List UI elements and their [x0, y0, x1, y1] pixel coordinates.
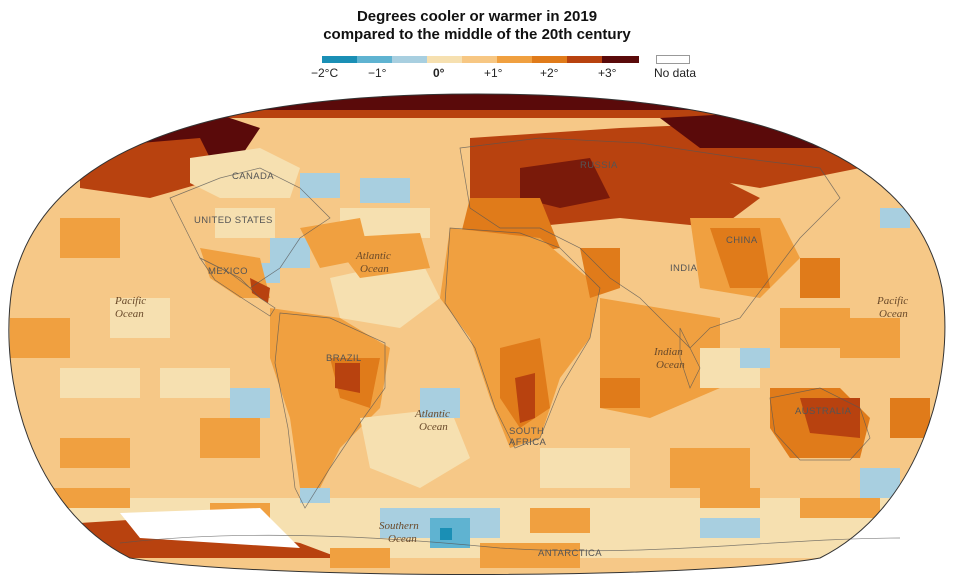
label-atlantic-north: Atlantic Ocean	[355, 250, 394, 275]
label-united-states: UNITED STATES	[194, 215, 273, 226]
legend-label-minus2: −2°C	[311, 66, 339, 80]
legend-label-plus2: +2°	[540, 66, 559, 80]
map-svg: CANADA UNITED STATES MEXICO BRAZIL RUSSI…	[8, 93, 946, 575]
label-southern-ocean-line2: Ocean	[388, 533, 417, 545]
label-atlantic-north-line2: Ocean	[360, 263, 389, 275]
map-anomaly-fill	[8, 94, 945, 575]
label-indian-ocean: Indian Ocean	[653, 346, 685, 371]
label-india: INDIA	[670, 263, 698, 274]
chart-title-line2: compared to the middle of the 20th centu…	[323, 26, 631, 43]
legend-swatch-5	[462, 56, 497, 63]
label-atlantic-south-line1: Atlantic	[414, 408, 450, 420]
label-pacific-west-line2: Ocean	[115, 308, 144, 320]
label-south-africa-line2: AFRICA	[509, 437, 547, 448]
label-pacific-east-line1: Pacific	[876, 295, 908, 307]
legend-swatch-8	[567, 56, 602, 63]
legend-swatch-4	[427, 56, 462, 63]
label-canada: CANADA	[232, 171, 274, 182]
legend-swatch-2	[357, 56, 392, 63]
legend-label-zero: 0°	[433, 66, 445, 80]
world-temperature-map: CANADA UNITED STATES MEXICO BRAZIL RUSSI…	[0, 88, 954, 580]
label-russia: RUSSIA	[580, 160, 618, 171]
chart-title-line1: Degrees cooler or warmer in 2019	[356, 8, 598, 25]
label-southern-ocean-line1: Southern	[379, 520, 419, 532]
label-brazil: BRAZIL	[326, 353, 362, 364]
label-pacific-west-line1: Pacific	[114, 295, 146, 307]
legend-label-minus1: −1°	[368, 66, 387, 80]
label-indian-ocean-line2: Ocean	[656, 359, 685, 371]
legend-swatch-9	[602, 56, 639, 63]
label-china: CHINA	[726, 235, 758, 246]
legend-no-data-swatch	[656, 55, 690, 64]
label-antarctica: ANTARCTICA	[538, 548, 602, 559]
label-pacific-west: Pacific Ocean	[114, 295, 149, 320]
globe-outline	[8, 93, 946, 575]
legend-swatch-3	[392, 56, 427, 63]
label-south-africa-line1: SOUTH	[509, 426, 544, 437]
label-southern-ocean: Southern Ocean	[379, 520, 421, 545]
legend-label-no-data: No data	[654, 66, 697, 80]
label-atlantic-south: Atlantic Ocean	[414, 408, 453, 433]
legend-label-plus1: +1°	[484, 66, 503, 80]
label-australia: AUSTRALIA	[795, 406, 852, 417]
label-atlantic-north-line1: Atlantic	[355, 250, 391, 262]
legend-swatch-1	[322, 56, 357, 63]
legend-swatch-6	[497, 56, 532, 63]
legend-swatch-7	[532, 56, 567, 63]
label-pacific-east-line2: Ocean	[879, 308, 908, 320]
label-south-africa: SOUTH AFRICA	[509, 426, 547, 448]
label-atlantic-south-line2: Ocean	[419, 421, 448, 433]
legend-label-plus3: +3°	[598, 66, 617, 80]
label-mexico: MEXICO	[208, 266, 248, 277]
country-outlines	[119, 137, 901, 552]
label-indian-ocean-line1: Indian	[653, 346, 683, 358]
label-pacific-east: Pacific Ocean	[876, 295, 911, 320]
